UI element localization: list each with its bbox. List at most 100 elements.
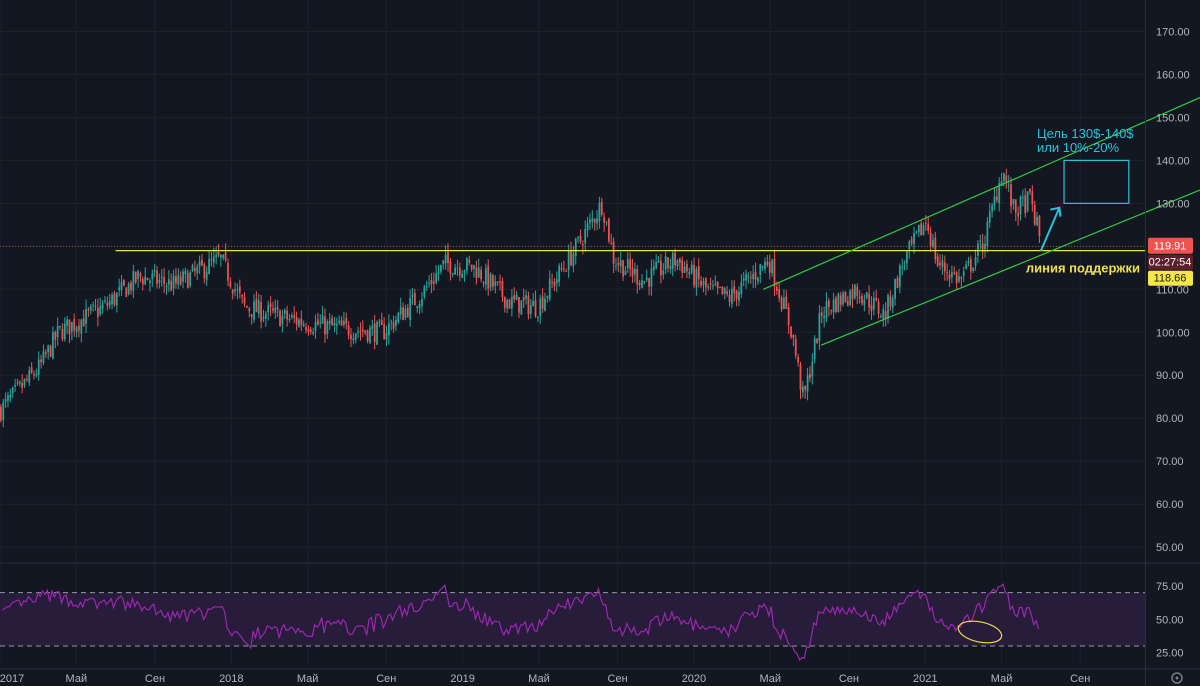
time-axis[interactable]: 2017 Май Сен 2018 Май Сен 2019 Май Сен 2020 Май Сен… <box>0 668 1200 685</box>
candle-body <box>312 331 315 334</box>
candle-body <box>395 319 397 326</box>
candle-body <box>984 243 986 250</box>
candle-body <box>106 302 109 306</box>
candle-body <box>761 265 764 268</box>
candle-body <box>343 320 345 325</box>
candle-body <box>688 272 691 275</box>
candle-body <box>0 406 2 421</box>
candle-body <box>49 346 52 357</box>
candle-body <box>262 317 265 320</box>
candle-body <box>44 352 47 355</box>
candle-body <box>484 268 487 285</box>
candle-body <box>799 364 802 390</box>
candle-body <box>565 271 568 273</box>
time-tick-label: 2019 <box>450 673 474 685</box>
candle-body <box>600 201 603 215</box>
candle-body <box>123 279 125 286</box>
candle-body <box>702 281 705 285</box>
candle-body <box>257 300 260 314</box>
candle-body <box>574 238 577 257</box>
channel-upper-line <box>763 96 1200 290</box>
candle-body <box>683 266 686 273</box>
candle-body <box>534 299 537 317</box>
candle-body <box>151 273 154 280</box>
candle-body <box>331 317 333 326</box>
candle-body <box>849 290 852 306</box>
candle-body <box>1005 175 1008 183</box>
candle-body <box>932 239 934 247</box>
candle-body <box>87 309 90 311</box>
candle-body <box>451 273 454 275</box>
candle-body <box>269 303 272 308</box>
price-tick-label: 90.00 <box>1156 370 1184 382</box>
price-tick-label: 140.00 <box>1156 155 1190 167</box>
candle-body <box>227 262 229 281</box>
candle-body <box>965 264 967 269</box>
time-tick-label: Сен <box>608 673 628 685</box>
rsi-axis[interactable]: 75.00 50.00 25.00 <box>1156 581 1184 660</box>
candle-body <box>903 265 906 267</box>
candle-body <box>988 211 991 223</box>
time-tick-label: Сен <box>839 673 859 685</box>
candle-body <box>880 316 882 318</box>
candle-body <box>357 331 359 333</box>
candle-body <box>520 300 523 315</box>
candle-body <box>835 297 837 312</box>
candle-body <box>610 242 613 244</box>
candle-body <box>286 310 289 320</box>
candle-body <box>293 315 296 318</box>
candle-body <box>461 273 464 278</box>
candle-body <box>220 255 222 258</box>
candle-body <box>186 273 189 289</box>
candle-body <box>380 320 383 325</box>
candle-body <box>1031 191 1034 205</box>
candle-body <box>785 296 788 309</box>
candle-body <box>115 292 118 306</box>
candle-body <box>631 267 634 277</box>
price-axis[interactable]: 170.00160.00150.00140.00130.00120.00110.… <box>1145 0 1190 686</box>
candle-body <box>33 373 35 376</box>
candle-body <box>832 299 835 313</box>
candle-body <box>958 276 960 282</box>
candle-body <box>882 308 885 319</box>
candle-body <box>255 298 258 313</box>
candle-body <box>30 367 33 373</box>
candle-body <box>846 301 849 305</box>
candle-body <box>636 268 639 285</box>
candle-body <box>85 308 87 324</box>
candle-body <box>11 387 14 394</box>
candle-body <box>201 259 203 266</box>
current-price-tag: 119.91 <box>1154 241 1187 253</box>
candle-body <box>1017 213 1020 217</box>
candle-body <box>428 283 430 285</box>
candle-body <box>272 308 274 311</box>
candle-body <box>766 261 769 266</box>
candle-body <box>125 287 128 298</box>
candle-body <box>827 300 830 307</box>
candle-body <box>974 257 977 266</box>
candle-body <box>643 281 646 283</box>
time-tick-label: Сен <box>376 673 396 685</box>
candle-body <box>686 264 688 272</box>
candle-body <box>458 267 461 276</box>
candle-body <box>447 252 449 263</box>
candle-body <box>127 283 130 295</box>
candle-body <box>89 306 92 311</box>
candle-body <box>37 359 40 375</box>
candle-body <box>321 315 324 324</box>
candle-body <box>134 271 137 283</box>
candle-body <box>283 310 286 314</box>
candle-body <box>7 395 9 401</box>
candle-body <box>222 254 225 258</box>
settings-gear-icon[interactable] <box>1171 672 1183 684</box>
candle-body <box>503 296 506 308</box>
candle-body <box>203 264 206 279</box>
candle-body <box>622 260 624 277</box>
candle-body <box>82 318 85 327</box>
candle-body <box>442 260 445 265</box>
candle-body <box>513 295 516 300</box>
candle-body <box>991 205 993 212</box>
candle-body <box>378 321 381 323</box>
